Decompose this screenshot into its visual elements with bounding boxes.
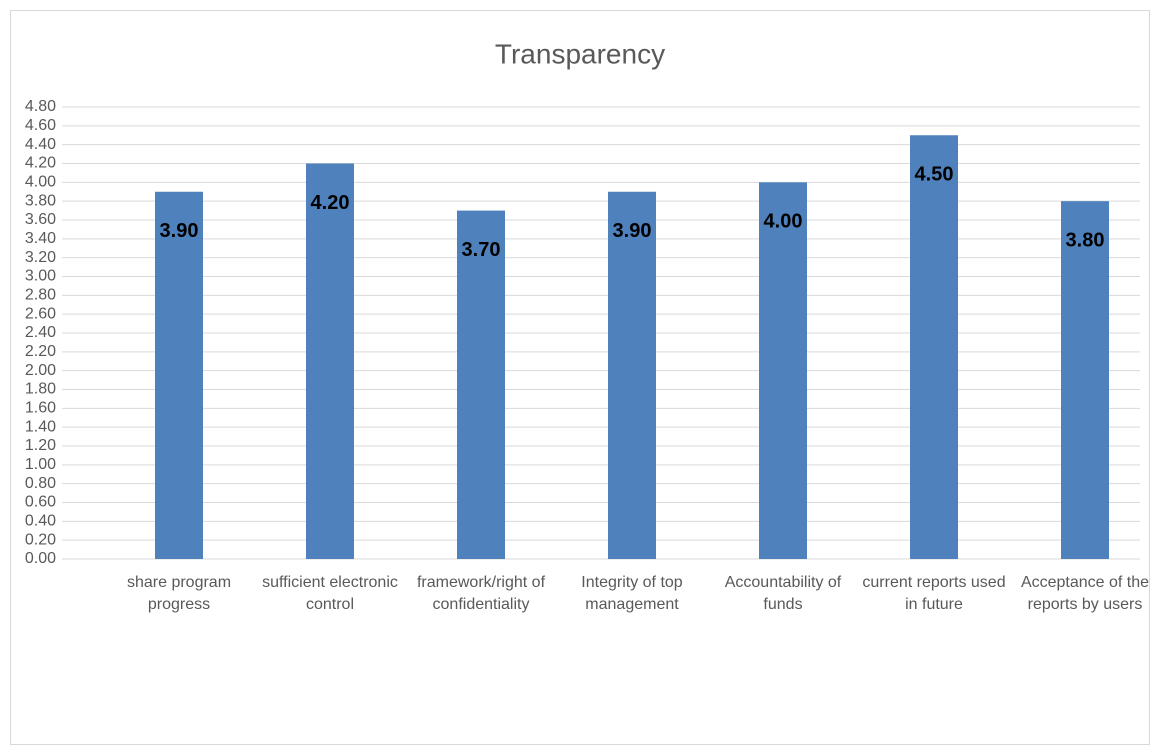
- x-tick-label: Acceptance of the reports by users: [1020, 574, 1150, 613]
- y-tick-label: 0.40: [25, 513, 56, 530]
- x-tick-label: current reports used in future: [862, 574, 1006, 613]
- x-tick-label: share program progress: [126, 574, 232, 613]
- x-tick-label: framework/right of confidentiality: [416, 574, 546, 613]
- y-tick-label: 3.60: [25, 211, 56, 228]
- bar: [910, 135, 958, 559]
- y-tick-label: 0.20: [25, 531, 56, 548]
- x-tick-label: sufficient electronic control: [262, 574, 398, 613]
- bar: [759, 182, 807, 560]
- data-label: 4.00: [764, 211, 803, 233]
- y-tick-label: 3.40: [25, 230, 56, 247]
- data-label: 3.90: [160, 220, 199, 242]
- bar: [155, 191, 203, 559]
- y-tick-label: 1.60: [25, 400, 56, 417]
- data-label: 3.70: [462, 239, 501, 261]
- data-label: 3.80: [1066, 229, 1105, 251]
- y-tick-label: 4.20: [25, 155, 56, 172]
- y-tick-label: 0.80: [25, 475, 56, 492]
- y-tick-label: 2.20: [25, 343, 56, 360]
- y-tick-label: 4.60: [25, 117, 56, 134]
- data-label: 3.90: [613, 220, 652, 242]
- y-tick-label: 1.40: [25, 418, 56, 435]
- x-tick-label: Accountability of funds: [724, 574, 842, 613]
- x-tick-label: Integrity of top management: [581, 574, 683, 613]
- bar: [306, 163, 354, 559]
- y-tick-label: 1.20: [25, 437, 56, 454]
- chart-title: Transparency: [495, 38, 665, 69]
- y-tick-label: 3.20: [25, 249, 56, 266]
- data-label: 4.20: [311, 192, 350, 214]
- y-tick-label: 2.00: [25, 362, 56, 379]
- y-tick-label: 0.00: [25, 550, 56, 567]
- y-tick-label: 3.80: [25, 192, 56, 209]
- y-tick-label: 2.60: [25, 305, 56, 322]
- y-tick-label: 1.80: [25, 381, 56, 398]
- y-tick-label: 4.80: [25, 98, 56, 115]
- y-tick-label: 4.40: [25, 136, 56, 153]
- y-tick-label: 1.00: [25, 456, 56, 473]
- y-tick-label: 4.00: [25, 174, 56, 191]
- y-tick-label: 2.40: [25, 324, 56, 341]
- bar: [1061, 201, 1109, 559]
- bar: [457, 210, 505, 560]
- y-tick-label: 0.60: [25, 494, 56, 511]
- y-tick-label: 2.80: [25, 287, 56, 304]
- bar: [608, 191, 656, 559]
- y-tick-label: 3.00: [25, 268, 56, 285]
- data-label: 4.50: [915, 164, 954, 186]
